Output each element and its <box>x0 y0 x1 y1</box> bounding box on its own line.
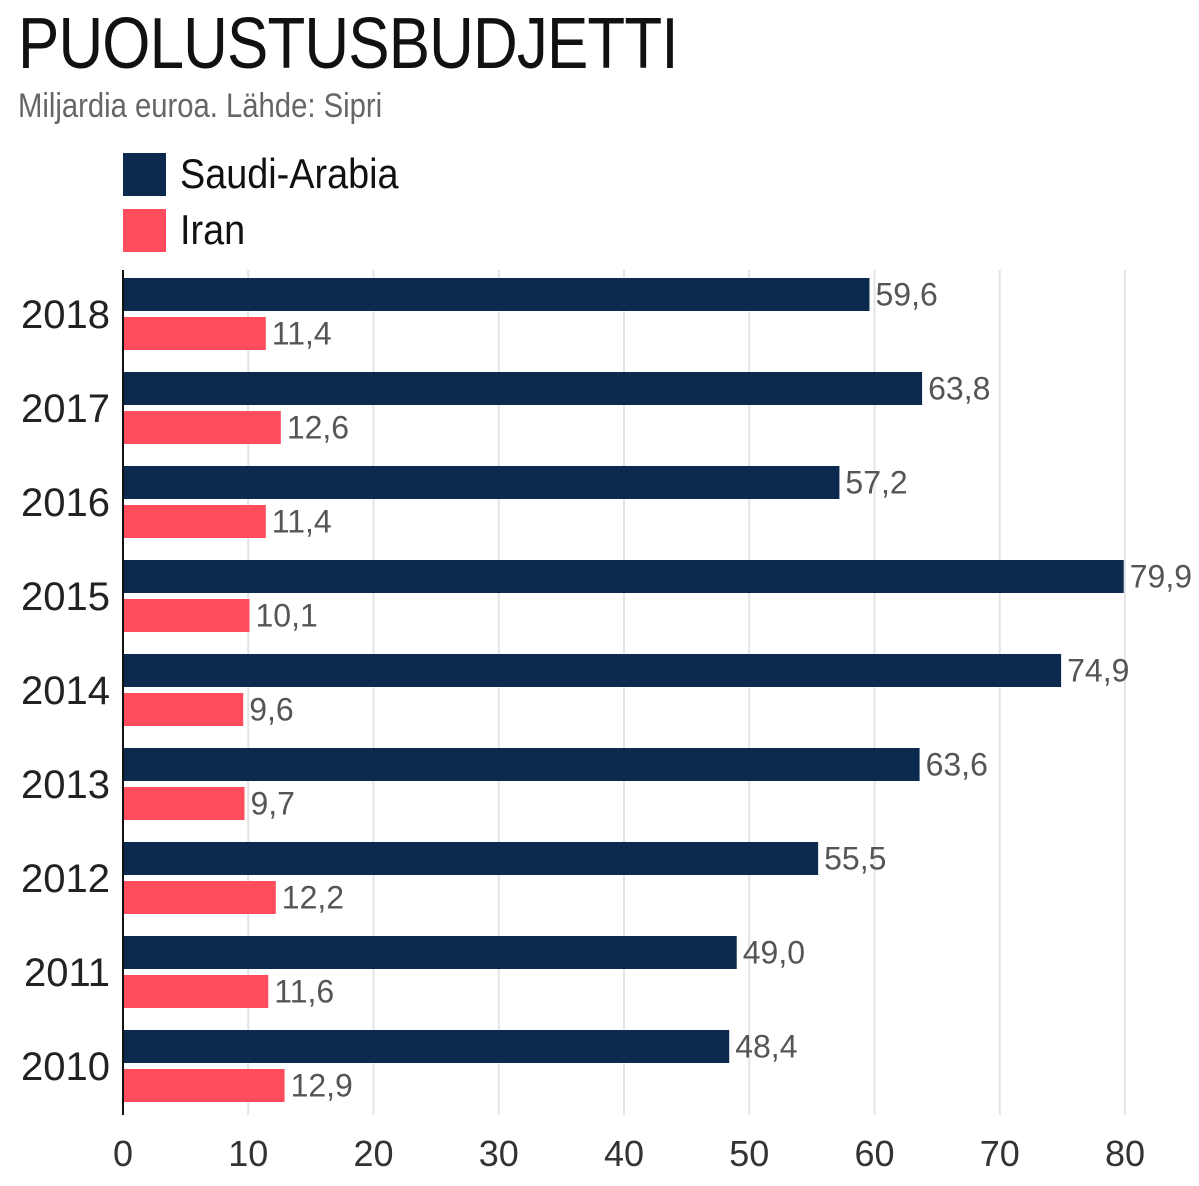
data-label: 48,4 <box>735 1029 797 1065</box>
legend-label-saudi-arabia: Saudi-Arabia <box>180 150 399 197</box>
bar <box>123 748 920 781</box>
data-label: 63,8 <box>928 371 990 407</box>
y-tick-label: 2012 <box>21 857 110 901</box>
bar <box>123 599 250 632</box>
data-label: 10,1 <box>256 598 318 634</box>
bar <box>123 975 269 1008</box>
y-tick-label: 2018 <box>21 293 110 337</box>
x-tick-label: 80 <box>1105 1133 1145 1174</box>
x-tick-label: 50 <box>729 1133 769 1174</box>
chart-title: PUOLUSTUSBUDJETTI <box>18 4 679 84</box>
legend-label-iran: Iran <box>180 206 246 253</box>
data-label: 12,9 <box>291 1068 353 1104</box>
bar <box>123 881 276 914</box>
data-label: 12,6 <box>287 410 349 446</box>
bar <box>123 693 244 726</box>
bar <box>123 411 281 444</box>
legend: Saudi-Arabia Iran <box>123 146 423 258</box>
bar <box>123 1030 730 1063</box>
data-label: 11,6 <box>274 974 334 1010</box>
y-tick-label: 2013 <box>21 763 110 807</box>
x-tick-label: 0 <box>113 1133 133 1174</box>
bar <box>123 372 923 405</box>
bar <box>123 842 819 875</box>
data-label: 79,9 <box>1130 559 1192 595</box>
x-tick-label: 60 <box>854 1133 894 1174</box>
x-tick-label: 20 <box>353 1133 393 1174</box>
data-label: 9,6 <box>249 692 293 728</box>
data-label: 57,2 <box>845 465 907 501</box>
y-tick-label: 2010 <box>21 1045 110 1089</box>
data-label: 12,2 <box>282 880 344 916</box>
data-label: 9,7 <box>250 786 294 822</box>
y-tick-label: 2011 <box>24 951 110 995</box>
bar <box>123 466 840 499</box>
data-label: 11,4 <box>272 316 332 352</box>
y-tick-label: 2017 <box>21 387 110 431</box>
bar <box>123 936 737 969</box>
chart-subtitle: Miljardia euroa. Lähde: Sipri <box>18 87 383 125</box>
bar <box>123 317 266 350</box>
legend-swatch-saudi-arabia <box>123 152 166 196</box>
bar <box>123 787 245 820</box>
x-tick-label: 70 <box>980 1133 1020 1174</box>
data-label: 63,6 <box>926 747 988 783</box>
x-tick-label: 10 <box>228 1133 268 1174</box>
data-label: 74,9 <box>1067 653 1129 689</box>
data-label: 49,0 <box>743 935 805 971</box>
bar <box>123 278 870 311</box>
x-tick-label: 30 <box>479 1133 519 1174</box>
bar <box>123 505 266 538</box>
legend-item-saudi-arabia: Saudi-Arabia <box>123 146 423 202</box>
data-label: 59,6 <box>875 277 937 313</box>
bar <box>123 1069 285 1102</box>
y-tick-label: 2014 <box>21 669 110 713</box>
bar <box>123 654 1062 687</box>
y-tick-label: 2015 <box>21 575 110 619</box>
legend-item-iran: Iran <box>123 202 423 258</box>
data-label: 11,4 <box>272 504 332 540</box>
legend-swatch-iran <box>123 208 166 252</box>
bar <box>123 560 1124 593</box>
x-tick-label: 40 <box>604 1133 644 1174</box>
data-label: 55,5 <box>824 841 886 877</box>
y-tick-label: 2016 <box>21 481 110 525</box>
